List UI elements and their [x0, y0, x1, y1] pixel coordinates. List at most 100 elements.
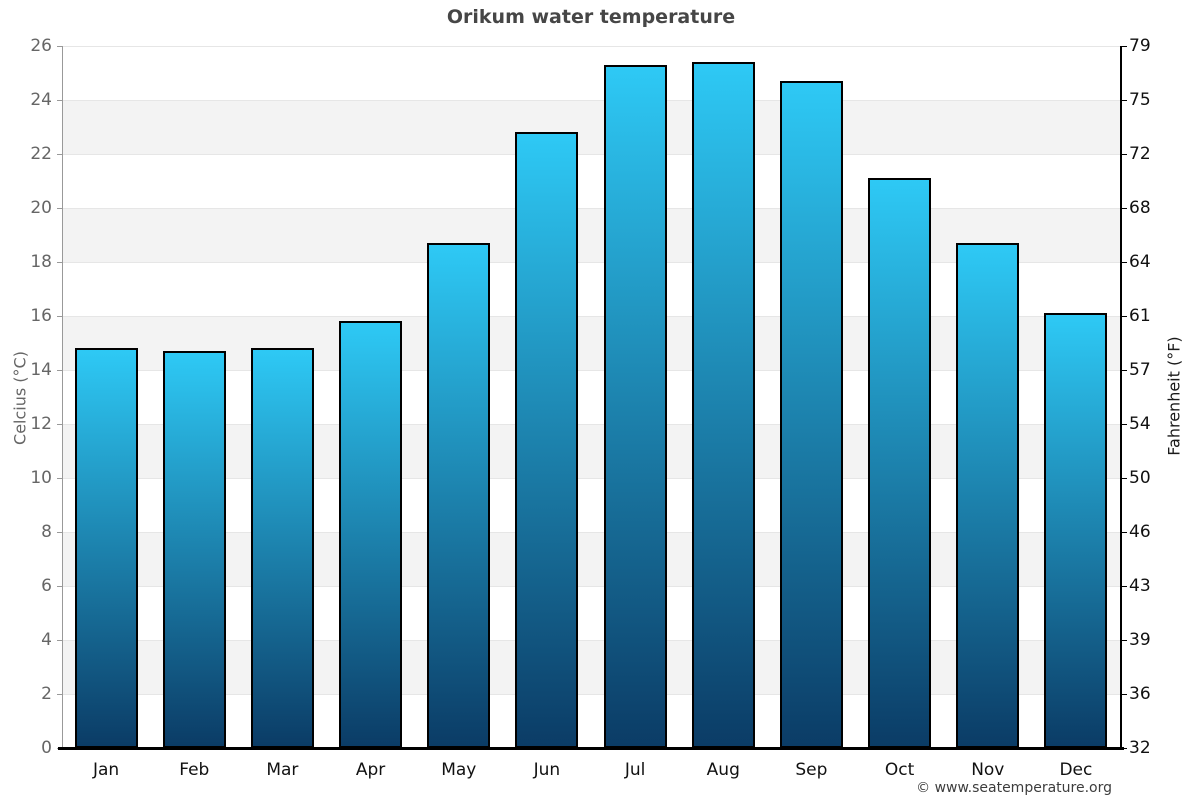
- month-label-may: May: [441, 760, 477, 780]
- fahrenheit-tick-68: 68: [1129, 198, 1151, 218]
- fahrenheit-tick-75: 75: [1129, 90, 1151, 110]
- fahrenheit-tickmark-43: [1122, 586, 1127, 587]
- month-label-mar: Mar: [266, 760, 299, 780]
- fahrenheit-tick-43: 43: [1129, 576, 1151, 596]
- fahrenheit-tick-50: 50: [1129, 468, 1151, 488]
- fahrenheit-tickmark-79: [1122, 46, 1127, 47]
- celsius-tickmark-12: [57, 424, 62, 425]
- celsius-tickmark-10: [57, 478, 62, 479]
- bar-nov[interactable]: [956, 243, 1020, 748]
- fahrenheit-tickmark-64: [1122, 262, 1127, 263]
- month-label-feb: Feb: [179, 760, 210, 780]
- celsius-tickmark-22: [57, 154, 62, 155]
- plot-band-8: [62, 478, 1120, 532]
- celsius-tickmark-14: [57, 370, 62, 371]
- celsius-tickmark-8: [57, 532, 62, 533]
- celsius-tick-2: 2: [41, 684, 52, 704]
- bar-may[interactable]: [427, 243, 491, 748]
- plot-band-9: [62, 532, 1120, 586]
- fahrenheit-axis-line: [1120, 46, 1122, 748]
- fahrenheit-tick-64: 64: [1129, 252, 1151, 272]
- fahrenheit-tickmark-50: [1122, 478, 1127, 479]
- bar-dec[interactable]: [1044, 313, 1108, 748]
- month-label-aug: Aug: [706, 760, 740, 780]
- plot-band-2: [62, 154, 1120, 208]
- plot-band-11: [62, 640, 1120, 694]
- month-label-jul: Jul: [624, 760, 646, 780]
- gridline-20c: [62, 208, 1120, 209]
- plot-band-10: [62, 586, 1120, 640]
- plot-band-4: [62, 262, 1120, 316]
- fahrenheit-tick-79: 79: [1129, 36, 1151, 56]
- month-label-oct: Oct: [884, 760, 915, 780]
- bar-apr[interactable]: [339, 321, 403, 748]
- gridline-22c: [62, 154, 1120, 155]
- fahrenheit-tickmark-75: [1122, 100, 1127, 101]
- plot-band-6: [62, 370, 1120, 424]
- bar-jan[interactable]: [74, 348, 138, 748]
- month-label-dec: Dec: [1059, 760, 1093, 780]
- bar-oct[interactable]: [868, 178, 932, 748]
- fahrenheit-tickmark-36: [1122, 694, 1127, 695]
- celsius-tickmark-2: [57, 694, 62, 695]
- celsius-tick-4: 4: [41, 630, 52, 650]
- fahrenheit-tick-57: 57: [1129, 360, 1151, 380]
- bar-jul[interactable]: [603, 64, 667, 748]
- gridline-4c: [62, 640, 1120, 641]
- plot-band-5: [62, 316, 1120, 370]
- celsius-tickmark-4: [57, 640, 62, 641]
- gridline-18c: [62, 262, 1120, 263]
- fahrenheit-tickmark-61: [1122, 316, 1127, 317]
- month-label-sep: Sep: [795, 760, 828, 780]
- celsius-tick-20: 20: [30, 198, 52, 218]
- plot-band-3: [62, 208, 1120, 262]
- fahrenheit-tickmark-32: [1122, 748, 1127, 749]
- bar-aug[interactable]: [691, 62, 755, 748]
- fahrenheit-tickmark-57: [1122, 370, 1127, 371]
- celsius-tick-22: 22: [30, 144, 52, 164]
- plot-band-0: [62, 46, 1120, 100]
- fahrenheit-tick-61: 61: [1129, 306, 1151, 326]
- gridline-6c: [62, 586, 1120, 587]
- x-axis-line: [58, 747, 1124, 750]
- gridline-12c: [62, 424, 1120, 425]
- fahrenheit-axis-title: Fahrenheit (°F): [1164, 336, 1184, 456]
- gridline-2c: [62, 694, 1120, 695]
- celsius-tick-14: 14: [30, 360, 52, 380]
- bar-sep[interactable]: [779, 81, 843, 748]
- celsius-tickmark-18: [57, 262, 62, 263]
- bar-feb[interactable]: [162, 351, 226, 748]
- celsius-tick-24: 24: [30, 90, 52, 110]
- month-label-apr: Apr: [355, 760, 386, 780]
- fahrenheit-tick-54: 54: [1129, 414, 1151, 434]
- celsius-tick-10: 10: [30, 468, 52, 488]
- fahrenheit-tickmark-68: [1122, 208, 1127, 209]
- celsius-tickmark-24: [57, 100, 62, 101]
- fahrenheit-tickmark-54: [1122, 424, 1127, 425]
- fahrenheit-tick-32: 32: [1129, 738, 1151, 758]
- gridline-24c: [62, 100, 1120, 101]
- celsius-tickmark-6: [57, 586, 62, 587]
- fahrenheit-tickmark-72: [1122, 154, 1127, 155]
- celsius-tick-26: 26: [30, 36, 52, 56]
- copyright: © www.seatemperature.org: [916, 780, 1112, 796]
- gridline-10c: [62, 478, 1120, 479]
- gridline-8c: [62, 532, 1120, 533]
- fahrenheit-tick-36: 36: [1129, 684, 1151, 704]
- fahrenheit-tick-46: 46: [1129, 522, 1151, 542]
- celsius-axis-line: [62, 46, 63, 748]
- gridline-16c: [62, 316, 1120, 317]
- fahrenheit-tick-72: 72: [1129, 144, 1151, 164]
- gridline-14c: [62, 370, 1120, 371]
- fahrenheit-tickmark-46: [1122, 532, 1127, 533]
- month-label-jun: Jun: [533, 760, 561, 780]
- bar-jun[interactable]: [515, 132, 579, 748]
- celsius-tick-6: 6: [41, 576, 52, 596]
- bar-mar[interactable]: [250, 348, 314, 748]
- fahrenheit-tick-39: 39: [1129, 630, 1151, 650]
- plot-band-7: [62, 424, 1120, 478]
- celsius-tick-0: 0: [41, 738, 52, 758]
- chart-title: Orikum water temperature: [446, 6, 736, 28]
- celsius-tick-16: 16: [30, 306, 52, 326]
